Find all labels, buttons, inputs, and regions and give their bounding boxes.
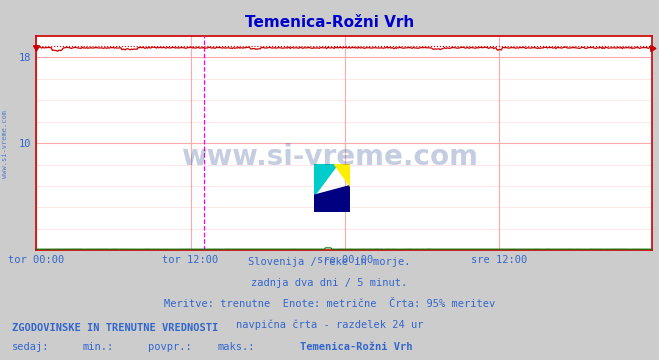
Text: Meritve: trenutne  Enote: metrične  Črta: 95% meritev: Meritve: trenutne Enote: metrične Črta: … (164, 299, 495, 309)
Text: zadnja dva dni / 5 minut.: zadnja dva dni / 5 minut. (251, 278, 408, 288)
Text: povpr.:: povpr.: (148, 342, 192, 352)
Polygon shape (314, 186, 350, 212)
Text: Slovenija / reke in morje.: Slovenija / reke in morje. (248, 257, 411, 267)
Polygon shape (314, 164, 337, 195)
Text: Temenica-Rožni Vrh: Temenica-Rožni Vrh (245, 15, 414, 30)
Text: min.:: min.: (82, 342, 113, 352)
Text: navpična črta - razdelek 24 ur: navpična črta - razdelek 24 ur (236, 319, 423, 330)
Text: www.si-vreme.com: www.si-vreme.com (2, 110, 9, 178)
Polygon shape (333, 164, 350, 186)
Text: ZGODOVINSKE IN TRENUTNE VREDNOSTI: ZGODOVINSKE IN TRENUTNE VREDNOSTI (12, 323, 218, 333)
Text: maks.:: maks.: (217, 342, 255, 352)
Text: Temenica-Rožni Vrh: Temenica-Rožni Vrh (300, 342, 413, 352)
Text: sedaj:: sedaj: (12, 342, 49, 352)
Text: www.si-vreme.com: www.si-vreme.com (181, 143, 478, 171)
